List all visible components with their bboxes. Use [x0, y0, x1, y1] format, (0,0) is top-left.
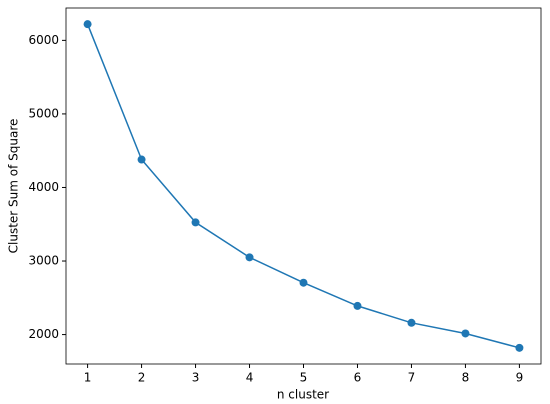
line [86, 23, 520, 349]
y-tick-label: 4000 [28, 180, 59, 194]
marker [245, 253, 254, 262]
y-tick-label: 5000 [28, 106, 59, 120]
x-tick-label: 1 [84, 371, 92, 385]
marker [299, 278, 308, 287]
marker [515, 343, 524, 352]
x-tick-label: 4 [246, 371, 254, 385]
y-axis-label: Cluster Sum of Square [7, 119, 21, 254]
x-tick-label: 7 [408, 371, 416, 385]
x-tick-label: 8 [462, 371, 470, 385]
x-tick-label: 3 [192, 371, 200, 385]
marker [191, 218, 200, 227]
marker [461, 329, 470, 338]
y-tick-label: 6000 [28, 33, 59, 47]
plot-frame [65, 7, 542, 365]
marker [407, 318, 416, 327]
x-tick-label: 9 [516, 371, 524, 385]
y-tick-label: 3000 [28, 254, 59, 268]
marker [83, 20, 92, 29]
x-tick-label: 5 [300, 371, 308, 385]
x-tick-label: 2 [138, 371, 146, 385]
y-tick-label: 2000 [28, 327, 59, 341]
x-tick-label: 6 [354, 371, 362, 385]
x-axis-label: n cluster [277, 388, 329, 402]
marker [353, 301, 362, 310]
marker [137, 155, 146, 164]
